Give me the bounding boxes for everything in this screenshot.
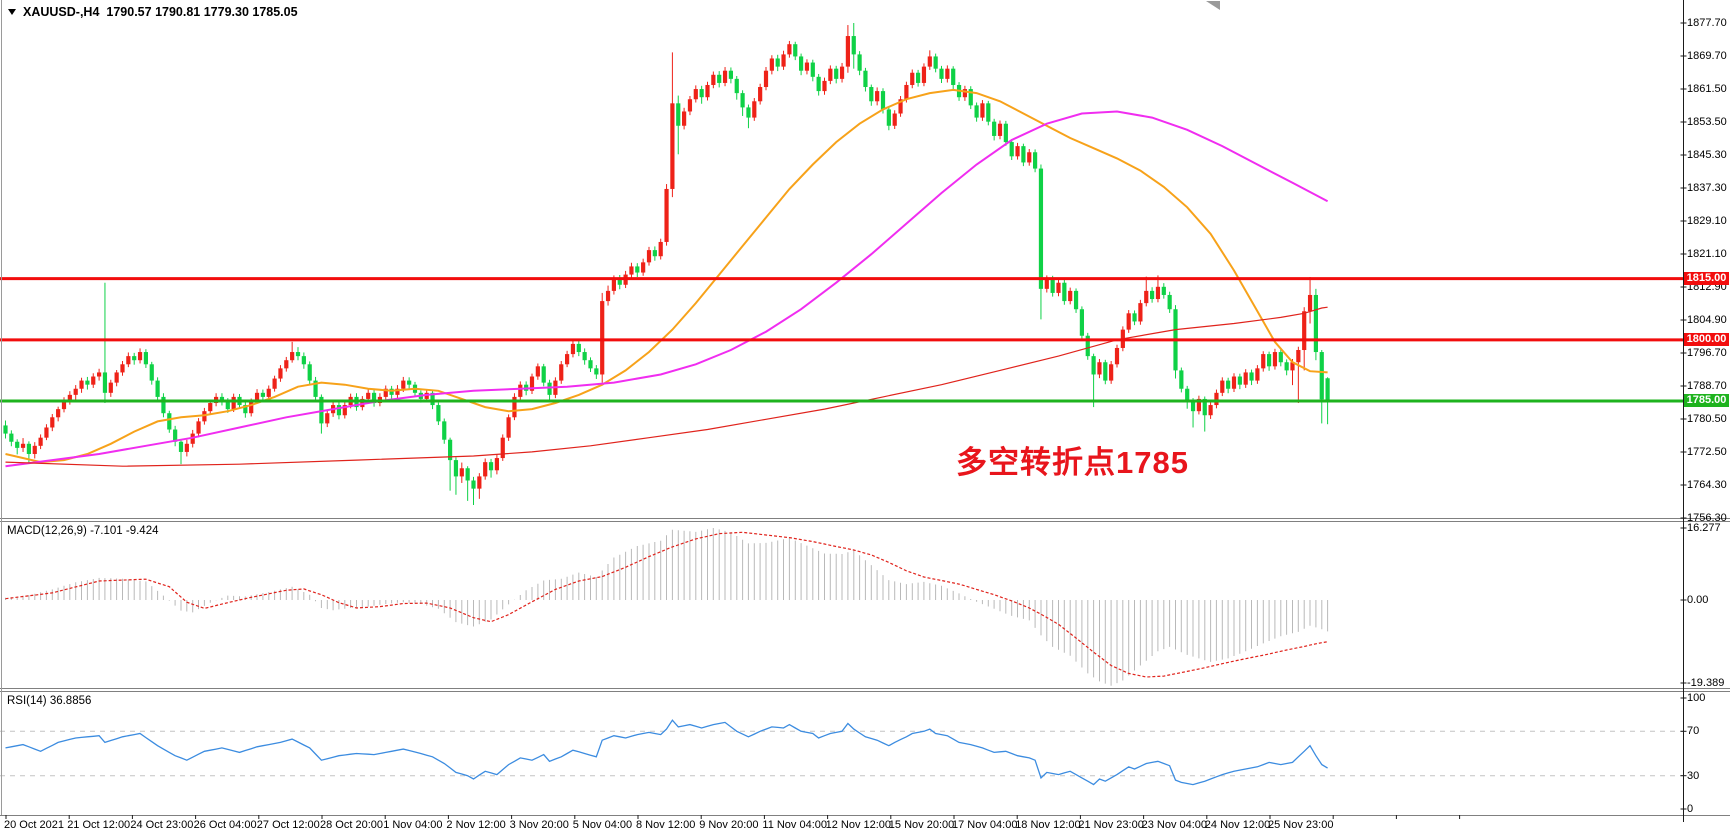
time-tick-label: 26 Oct 04:00 <box>193 819 257 831</box>
price-tick-label: 1780.50 <box>1687 413 1727 425</box>
ohlc-label: 1790.57 1790.81 1779.30 1785.05 <box>106 5 298 19</box>
chevron-down-icon[interactable] <box>8 9 16 15</box>
symbol-label: XAUUSD-,H4 <box>23 5 100 19</box>
price-tick-label: 1788.70 <box>1687 380 1727 392</box>
time-tick-label: 9 Nov 20:00 <box>699 819 759 831</box>
price-tick-label: 1821.10 <box>1687 248 1727 260</box>
price-tick-label: 1853.50 <box>1687 116 1727 128</box>
rsi-scale-label: 70 <box>1687 725 1700 738</box>
chart-shift-marker-icon[interactable] <box>1206 1 1220 10</box>
price-tick-label: 1845.30 <box>1687 149 1727 161</box>
price-tick-label: 1877.70 <box>1687 17 1727 29</box>
price-tick-label: 1796.70 <box>1687 347 1727 359</box>
price-tick-label: 1804.90 <box>1687 314 1727 326</box>
time-tick-label: 24 Nov 12:00 <box>1204 819 1271 831</box>
time-tick-label: 27 Oct 12:00 <box>256 819 320 831</box>
annotation-text: 多空转折点1785 <box>956 445 1189 480</box>
time-tick-label: 20 Oct 2021 <box>4 819 64 831</box>
price-tick-label: 1772.50 <box>1687 446 1727 458</box>
time-tick-label: 1 Nov 04:00 <box>383 819 443 831</box>
time-tick-label: 21 Nov 23:00 <box>1078 819 1144 831</box>
rsi-label: RSI(14) 36.8856 <box>7 695 92 707</box>
rsi-scale-label: 30 <box>1687 769 1700 782</box>
time-tick-label: 3 Nov 20:00 <box>509 819 569 831</box>
time-tick-label: 24 Oct 23:00 <box>130 819 194 831</box>
macd-label: MACD(12,26,9) -7.101 -9.424 <box>7 525 159 537</box>
time-tick-label: 17 Nov 04:00 <box>952 819 1018 831</box>
time-tick-label: 25 Nov 23:00 <box>1268 819 1334 831</box>
time-tick-label: 18 Nov 12:00 <box>1015 819 1081 831</box>
time-tick-label: 2 Nov 12:00 <box>446 819 506 831</box>
price-line-badge[interactable]: 1785.00 <box>1684 394 1729 408</box>
price-tick-label: 1837.30 <box>1687 182 1727 194</box>
chart-title: XAUUSD-,H4 1790.57 1790.81 1779.30 1785.… <box>8 5 298 19</box>
time-tick-label: 8 Nov 12:00 <box>636 819 696 831</box>
time-tick-label: 5 Nov 04:00 <box>572 819 633 831</box>
price-tick-label: 1829.10 <box>1687 215 1727 227</box>
time-tick-label: 11 Nov 04:00 <box>762 819 828 831</box>
rsi-scale-label: 0 <box>1687 802 1694 815</box>
macd-scale-label: 0.00 <box>1687 594 1709 606</box>
macd-scale-label: 16.277 <box>1687 522 1721 534</box>
time-tick-label: 12 Nov 12:00 <box>825 819 892 831</box>
price-tick-label: 1756.30 <box>1687 512 1727 524</box>
price-tick-label: 1764.30 <box>1687 479 1727 491</box>
time-tick-label: 21 Oct 12:00 <box>67 819 131 831</box>
price-tick-label: 1861.50 <box>1687 83 1727 95</box>
price-line-badge[interactable]: 1800.00 <box>1684 333 1729 347</box>
rsi-scale-label: 100 <box>1687 692 1706 704</box>
macd-scale-label: -19.389 <box>1687 677 1725 689</box>
time-tick-label: 23 Nov 04:00 <box>1141 819 1208 831</box>
price-tick-label: 1869.70 <box>1687 50 1727 62</box>
price-line-badge[interactable]: 1815.00 <box>1684 272 1729 286</box>
time-tick-label: 15 Nov 20:00 <box>888 819 955 831</box>
time-tick-label: 28 Oct 20:00 <box>320 819 383 831</box>
